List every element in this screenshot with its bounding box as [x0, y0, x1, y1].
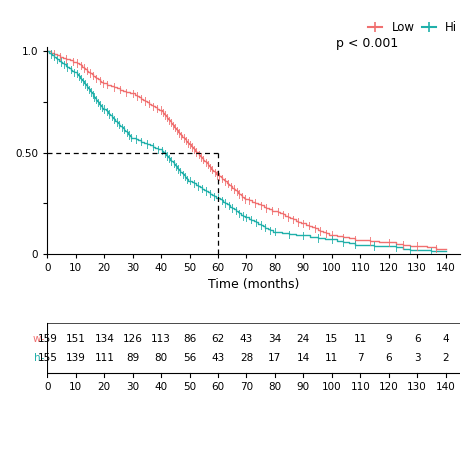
Text: 40: 40 — [155, 383, 168, 392]
Text: 126: 126 — [123, 334, 143, 344]
Text: 130: 130 — [407, 383, 427, 392]
Text: 17: 17 — [268, 353, 282, 363]
Text: 62: 62 — [211, 334, 225, 344]
Text: 120: 120 — [379, 383, 399, 392]
Text: 70: 70 — [240, 383, 253, 392]
Text: w-: w- — [32, 334, 45, 344]
Text: 86: 86 — [183, 334, 196, 344]
Text: h-: h- — [34, 353, 45, 363]
X-axis label: Time (months): Time (months) — [208, 278, 299, 292]
Text: 140: 140 — [436, 383, 456, 392]
Text: 6: 6 — [385, 353, 392, 363]
Text: 24: 24 — [297, 334, 310, 344]
Text: 89: 89 — [126, 353, 139, 363]
Text: 113: 113 — [151, 334, 171, 344]
Text: 151: 151 — [66, 334, 86, 344]
Text: 28: 28 — [240, 353, 253, 363]
Text: 60: 60 — [211, 383, 225, 392]
Text: 7: 7 — [357, 353, 364, 363]
Text: 15: 15 — [325, 334, 338, 344]
Text: 80: 80 — [268, 383, 282, 392]
Text: 11: 11 — [354, 334, 367, 344]
Text: 30: 30 — [126, 383, 139, 392]
Text: 2: 2 — [442, 353, 449, 363]
Text: 10: 10 — [69, 383, 82, 392]
Text: 90: 90 — [297, 383, 310, 392]
Legend: Low, Hi: Low, Hi — [363, 16, 462, 38]
Text: 80: 80 — [155, 353, 168, 363]
Text: 134: 134 — [94, 334, 114, 344]
Text: 6: 6 — [414, 334, 420, 344]
Text: 0: 0 — [44, 383, 51, 392]
Text: 9: 9 — [385, 334, 392, 344]
Text: 111: 111 — [94, 353, 114, 363]
Text: 43: 43 — [240, 334, 253, 344]
Text: 4: 4 — [442, 334, 449, 344]
Text: 50: 50 — [183, 383, 196, 392]
Text: 3: 3 — [414, 353, 420, 363]
Text: 34: 34 — [268, 334, 282, 344]
Text: 155: 155 — [37, 353, 57, 363]
Text: p < 0.001: p < 0.001 — [336, 37, 398, 50]
Text: 14: 14 — [297, 353, 310, 363]
Text: 100: 100 — [322, 383, 342, 392]
Text: 56: 56 — [183, 353, 196, 363]
Text: 139: 139 — [66, 353, 86, 363]
Text: 159: 159 — [37, 334, 57, 344]
Text: 11: 11 — [325, 353, 338, 363]
Text: 43: 43 — [211, 353, 225, 363]
Text: 20: 20 — [98, 383, 111, 392]
Text: 110: 110 — [350, 383, 370, 392]
